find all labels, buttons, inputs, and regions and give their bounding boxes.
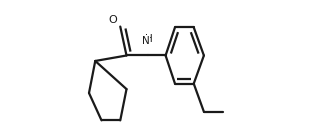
Text: O: O — [109, 15, 117, 25]
Text: H: H — [144, 34, 152, 44]
Text: N: N — [142, 36, 149, 46]
